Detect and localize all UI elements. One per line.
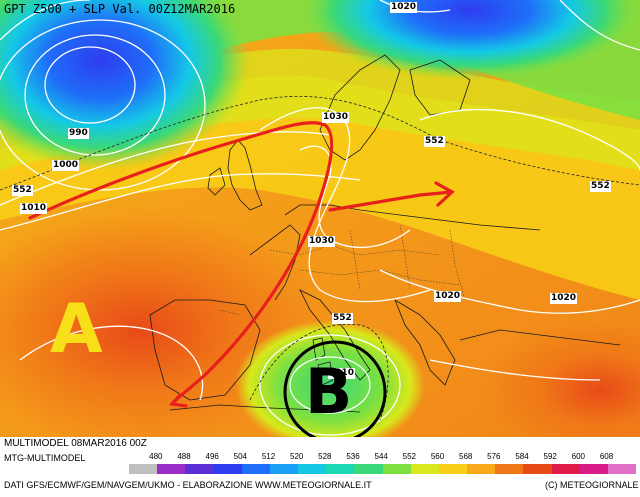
legend-value: 528 <box>318 452 332 461</box>
legend-swatch <box>467 464 496 474</box>
high-pressure-label: A <box>50 290 103 369</box>
z500-label: 552 <box>590 181 611 192</box>
legend-swatch <box>410 464 440 474</box>
isobar-label: 1020 <box>550 293 578 304</box>
atlantic-trough <box>0 0 250 170</box>
legend-swatch <box>326 464 355 474</box>
legend-value: 568 <box>459 452 473 461</box>
legend-swatch <box>579 464 609 474</box>
legend-value: 576 <box>487 452 501 461</box>
legend-value: 584 <box>515 452 529 461</box>
legend-value: 504 <box>233 452 248 461</box>
legend-swatch <box>551 464 581 474</box>
credits-label: DATI GFS/ECMWF/GEM/NAVGEM/UKMO - ELABORA… <box>4 480 372 490</box>
legend-swatch <box>523 464 552 474</box>
legend-swatch <box>607 464 637 474</box>
z500-label: 552 <box>332 313 353 324</box>
isobar-label: 1010 <box>20 203 48 214</box>
east-warm <box>480 320 640 460</box>
source-label: MTG-MULTIMODEL <box>4 453 86 463</box>
run-label: MULTIMODEL 08MAR2016 00Z <box>4 438 147 449</box>
legend-value: 496 <box>205 452 219 461</box>
legend-value: 592 <box>543 452 557 461</box>
legend-swatch <box>382 464 412 474</box>
isobar-label: 1020 <box>434 291 462 302</box>
legend-value: 488 <box>177 452 191 461</box>
isobar-label: 990 <box>68 128 89 139</box>
isobar-label: 1020 <box>390 2 418 13</box>
isobar-label: 1030 <box>322 112 350 123</box>
legend-value: 512 <box>261 452 276 461</box>
jet-stream-arrows <box>28 121 455 408</box>
low-pressure-label: B <box>305 355 353 428</box>
legend-value: 552 <box>402 452 417 461</box>
legend-swatch <box>185 464 214 474</box>
legend-swatch <box>269 464 299 474</box>
legend-value: 544 <box>374 452 388 461</box>
legend-swatch <box>495 464 524 474</box>
z500-label: 552 <box>424 136 445 147</box>
legend-value: 600 <box>571 452 586 461</box>
isobar-label: 1000 <box>52 160 80 171</box>
legend-value: 560 <box>430 452 445 461</box>
isobars <box>0 0 640 435</box>
legend-swatch <box>129 464 158 474</box>
legend-value: 608 <box>599 452 614 461</box>
isobar-label: 1030 <box>308 236 336 247</box>
legend-value: 536 <box>346 452 360 461</box>
z500-contours <box>0 96 640 421</box>
footer: MULTIMODEL 08MAR2016 00Z MTG-MULTIMODEL … <box>0 437 640 493</box>
legend-swatch <box>213 464 243 474</box>
isobar-label: 1010 <box>328 368 356 379</box>
z500-label: 552 <box>12 185 33 196</box>
legend-swatch <box>438 464 468 474</box>
legend-value: 520 <box>290 452 304 461</box>
copyright-label: (C) METEOGIORNALE <box>545 480 639 490</box>
legend-swatch <box>354 464 383 474</box>
legend-value: 480 <box>149 452 163 461</box>
legend-swatch <box>157 464 186 474</box>
legend-swatch <box>298 464 327 474</box>
legend-swatch <box>241 464 271 474</box>
arctic-trough <box>300 0 640 80</box>
map-title: GPT Z500 + SLP Val. 00Z12MAR2016 <box>4 2 236 16</box>
